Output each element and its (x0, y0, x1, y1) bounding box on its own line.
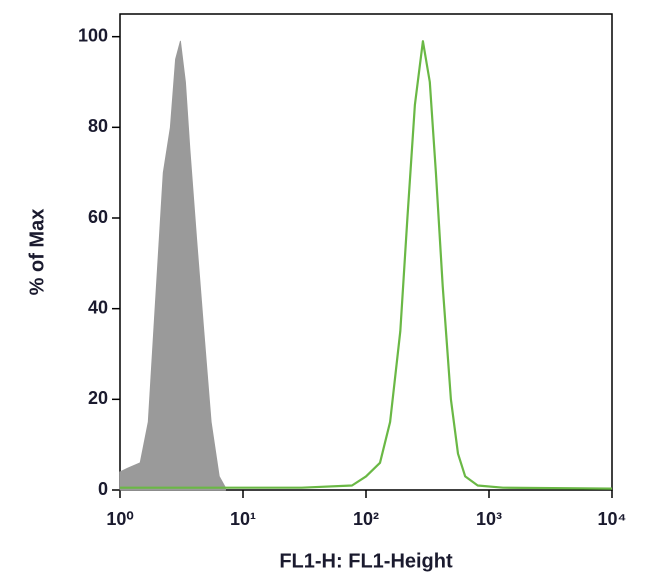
y-tick-label: 80 (88, 116, 108, 136)
x-tick-label: 10⁰ (106, 509, 133, 529)
histogram-line (120, 40, 613, 490)
y-tick-label: 40 (88, 297, 108, 317)
x-tick-label: 10³ (476, 509, 502, 529)
histogram-area (119, 40, 226, 491)
y-tick-label: 100 (78, 25, 108, 45)
y-tick-label: 60 (88, 207, 108, 227)
x-axis-title: FL1-H: FL1-Height (279, 550, 453, 572)
y-tick-label: 20 (88, 388, 108, 408)
y-tick-label: 0 (98, 479, 108, 499)
x-tick-label: 10¹ (230, 509, 256, 529)
y-axis-title: % of Max (26, 209, 48, 296)
x-tick-label: 10⁴ (598, 509, 627, 529)
x-tick-label: 10² (353, 509, 379, 529)
